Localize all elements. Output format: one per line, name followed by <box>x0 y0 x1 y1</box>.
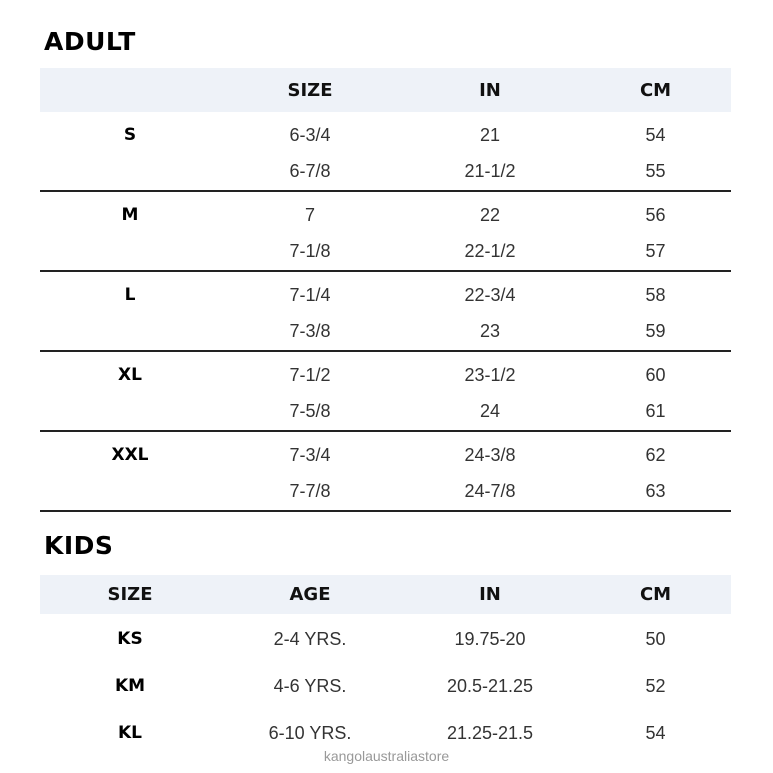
inches-cell: 21.25-21.5 <box>446 722 534 743</box>
adult-header-row: SIZE IN CM <box>40 68 731 112</box>
size-label-cell: M <box>121 205 139 225</box>
cm-cell: 61 <box>580 392 731 432</box>
cm-cell: 56 <box>645 204 666 225</box>
cm-cell: 54 <box>645 124 666 145</box>
kids-size-table: SIZE AGE IN CM KS 2-4 YRS. 19.75-20 50 KM 4-6… <box>40 575 731 755</box>
kids-header-row: SIZE AGE IN CM <box>40 575 731 614</box>
inches-cell: 22-1/2 <box>400 232 580 272</box>
table-row: L 7-1/4 22-3/4 58 <box>40 271 731 312</box>
table-row: S 6-3/4 21 54 <box>40 112 731 152</box>
size-cell: 7-5/8 <box>220 392 400 432</box>
header-age: AGE <box>220 575 400 614</box>
kids-section-title: KIDS <box>44 531 114 560</box>
table-row: M 7 22 56 <box>40 191 731 232</box>
table-row: 6-7/8 21-1/2 55 <box>40 152 731 192</box>
size-label-cell <box>40 392 220 432</box>
adult-size-table: SIZE IN CM S 6-3/4 21 54 6-7/8 21-1/2 55 M 7 22 56… <box>40 68 731 512</box>
table-row: KS 2-4 YRS. 19.75-20 50 <box>40 614 731 661</box>
size-cell: 7-1/8 <box>220 232 400 272</box>
size-label-cell: L <box>124 285 136 305</box>
size-cell: 7 <box>304 204 315 225</box>
inches-cell: 19.75-20 <box>454 628 526 649</box>
cm-cell: 58 <box>645 284 666 305</box>
size-label-cell: KL <box>117 723 142 743</box>
table-row: XL 7-1/2 23-1/2 60 <box>40 351 731 392</box>
inches-cell: 20.5-21.25 <box>446 675 534 696</box>
size-cell: 7-7/8 <box>220 472 400 512</box>
cm-cell: 60 <box>645 364 666 385</box>
cm-cell: 52 <box>645 675 666 696</box>
size-label-cell: KS <box>117 629 143 649</box>
size-cell: 7-3/8 <box>220 312 400 352</box>
inches-cell: 23-1/2 <box>464 364 516 385</box>
size-label-cell: KM <box>114 676 146 696</box>
header-size: SIZE <box>40 575 220 614</box>
header-blank <box>40 68 220 112</box>
inches-cell: 24 <box>400 392 580 432</box>
cm-cell: 63 <box>580 472 731 512</box>
age-cell: 6-10 YRS. <box>268 722 352 743</box>
table-row: 7-7/8 24-7/8 63 <box>40 472 731 512</box>
table-row: XXL 7-3/4 24-3/8 62 <box>40 431 731 472</box>
inches-cell: 24-7/8 <box>400 472 580 512</box>
header-size: SIZE <box>220 68 400 112</box>
header-in: IN <box>400 575 580 614</box>
watermark: kangolaustraliastore <box>323 748 450 764</box>
size-label-cell: S <box>123 125 137 145</box>
size-cell: 7-1/2 <box>289 364 331 385</box>
inches-cell: 22 <box>479 204 501 225</box>
table-row: KM 4-6 YRS. 20.5-21.25 52 <box>40 661 731 708</box>
cm-cell: 54 <box>645 722 666 743</box>
table-row: 7-1/8 22-1/2 57 <box>40 232 731 272</box>
cm-cell: 59 <box>580 312 731 352</box>
cm-cell: 55 <box>580 152 731 192</box>
size-label-cell <box>40 232 220 272</box>
age-cell: 4-6 YRS. <box>273 675 347 696</box>
size-cell: 7-1/4 <box>289 284 331 305</box>
cm-cell: 57 <box>580 232 731 272</box>
size-label-cell <box>40 312 220 352</box>
size-label-cell <box>40 152 220 192</box>
cm-cell: 62 <box>645 444 666 465</box>
table-row: KL 6-10 YRS. 21.25-21.5 54 <box>40 708 731 755</box>
table-row: 7-5/8 24 61 <box>40 392 731 432</box>
header-cm: CM <box>580 68 731 112</box>
age-cell: 2-4 YRS. <box>273 628 347 649</box>
inches-cell: 22-3/4 <box>464 284 516 305</box>
inches-cell: 23 <box>400 312 580 352</box>
cm-cell: 50 <box>645 628 666 649</box>
header-cm: CM <box>580 575 731 614</box>
size-label-cell <box>40 472 220 512</box>
inches-cell: 24-3/8 <box>464 444 516 465</box>
table-row: 7-3/8 23 59 <box>40 312 731 352</box>
size-cell: 7-3/4 <box>289 444 331 465</box>
size-cell: 6-3/4 <box>289 124 331 145</box>
inches-cell: 21 <box>479 124 501 145</box>
header-in: IN <box>400 68 580 112</box>
adult-section-title: ADULT <box>44 27 136 56</box>
inches-cell: 21-1/2 <box>400 152 580 192</box>
size-cell: 6-7/8 <box>220 152 400 192</box>
size-label-cell: XL <box>118 365 142 385</box>
size-label-cell: XXL <box>111 445 149 465</box>
